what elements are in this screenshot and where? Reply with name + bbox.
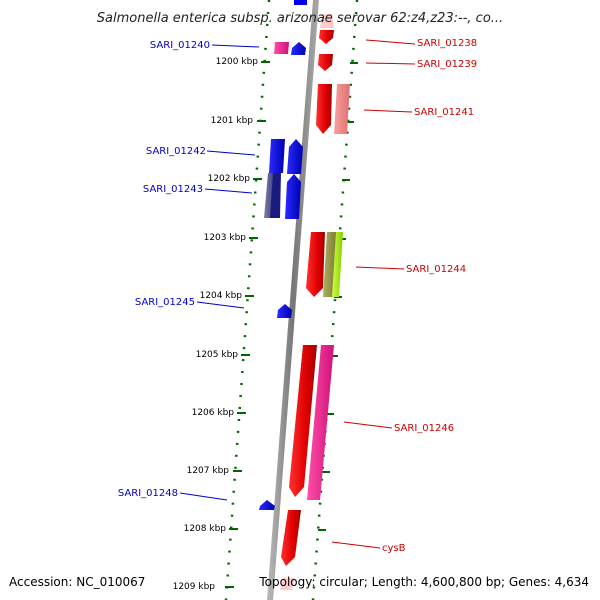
tick-labels: 1200 kbp 1201 kbp 1202 kbp 1203 kbp 1204… <box>173 57 259 592</box>
gene-sari-01246-paralog[interactable] <box>307 345 334 500</box>
gene-sari-01242[interactable] <box>269 139 285 173</box>
leader-line-sari-01248 <box>179 492 228 501</box>
gene-sari-01241-paralog[interactable] <box>334 84 350 134</box>
gene-sari-01238[interactable] <box>319 30 334 44</box>
tick-label: 1202 kbp <box>208 174 251 184</box>
tick-label: 1209 kbp <box>173 582 216 592</box>
leader-line-sari-01242 <box>206 150 256 156</box>
gene-label-sari-01238[interactable]: SARI_01238 <box>417 38 477 49</box>
leader-line-sari-01243 <box>204 188 253 194</box>
gene-sari-01239[interactable] <box>318 54 333 71</box>
gene-sari-01245[interactable] <box>277 304 292 318</box>
gene-sari-01240-magenta[interactable] <box>274 42 289 54</box>
gene-label-sari-01245[interactable]: SARI_01245 <box>135 297 195 308</box>
gene-label-sari-01239[interactable]: SARI_01239 <box>417 59 477 70</box>
accession-text: Accession: NC_010067 <box>9 575 145 589</box>
gene-label-sari-01241[interactable]: SARI_01241 <box>414 107 474 118</box>
gene-sari-01240[interactable] <box>291 42 306 55</box>
gene-sari-01242-b[interactable] <box>287 139 303 174</box>
leader-line-sari-01239 <box>365 62 416 65</box>
gene-sari-01243[interactable] <box>285 174 301 219</box>
leader-line-sari-01240 <box>211 44 260 48</box>
leader-line-sari-01241 <box>363 109 413 113</box>
tick-label: 1205 kbp <box>196 350 239 360</box>
leader-line-sari-01244 <box>355 266 405 270</box>
tick-label: 1203 kbp <box>204 233 247 243</box>
gene-label-sari-01246[interactable]: SARI_01246 <box>394 423 454 434</box>
label-leader-lines <box>179 39 416 549</box>
topology-summary-text: Topology: circular; Length: 4,600,800 bp… <box>258 575 589 589</box>
gene-sari-01238-tail <box>320 14 334 28</box>
leader-line-sari-01245 <box>196 301 245 309</box>
reverse-strand-genes <box>259 0 307 510</box>
tick-label: 1208 kbp <box>184 524 227 534</box>
gene-sari-01246[interactable] <box>289 345 317 497</box>
genome-backbone <box>267 0 319 600</box>
gene-sari-01244[interactable] <box>306 232 325 297</box>
outer-guide-dots <box>224 0 359 600</box>
tick-label: 1207 kbp <box>187 466 230 476</box>
leader-line-cysb <box>331 541 381 549</box>
gene-label-cysb[interactable]: cysB <box>382 543 406 554</box>
gene-labels: SARI_01238 SARI_01239 SARI_01240 SARI_01… <box>118 38 477 554</box>
gene-label-sari-01244[interactable]: SARI_01244 <box>406 264 466 275</box>
tick-label: 1201 kbp <box>211 116 254 126</box>
forward-strand-genes <box>280 14 350 590</box>
tick-label: 1206 kbp <box>192 408 235 418</box>
gene-sari-01248[interactable] <box>259 500 275 510</box>
gene-next-fragment <box>280 578 295 590</box>
gene-label-sari-01242[interactable]: SARI_01242 <box>146 146 206 157</box>
gene-label-sari-01240[interactable]: SARI_01240 <box>150 40 210 51</box>
gene-sari-01241[interactable] <box>316 84 332 134</box>
left-guide-rail <box>224 0 271 600</box>
leader-line-sari-01246 <box>343 421 393 429</box>
tick-label: 1204 kbp <box>200 291 243 301</box>
gene-label-sari-01248[interactable]: SARI_01248 <box>118 488 178 499</box>
gene-cysb[interactable] <box>281 510 301 566</box>
right-guide-rail <box>311 0 359 600</box>
gene-label-sari-01243[interactable]: SARI_01243 <box>143 184 203 195</box>
leader-line-sari-01238 <box>365 39 416 45</box>
map-title: Salmonella enterica subsp. arizonae sero… <box>97 11 503 26</box>
gene-sari-01243-dark <box>270 173 281 218</box>
gene-sari-01244-lime[interactable] <box>332 232 343 297</box>
tick-label: 1200 kbp <box>216 57 259 67</box>
gene-top-fragment <box>294 0 307 5</box>
